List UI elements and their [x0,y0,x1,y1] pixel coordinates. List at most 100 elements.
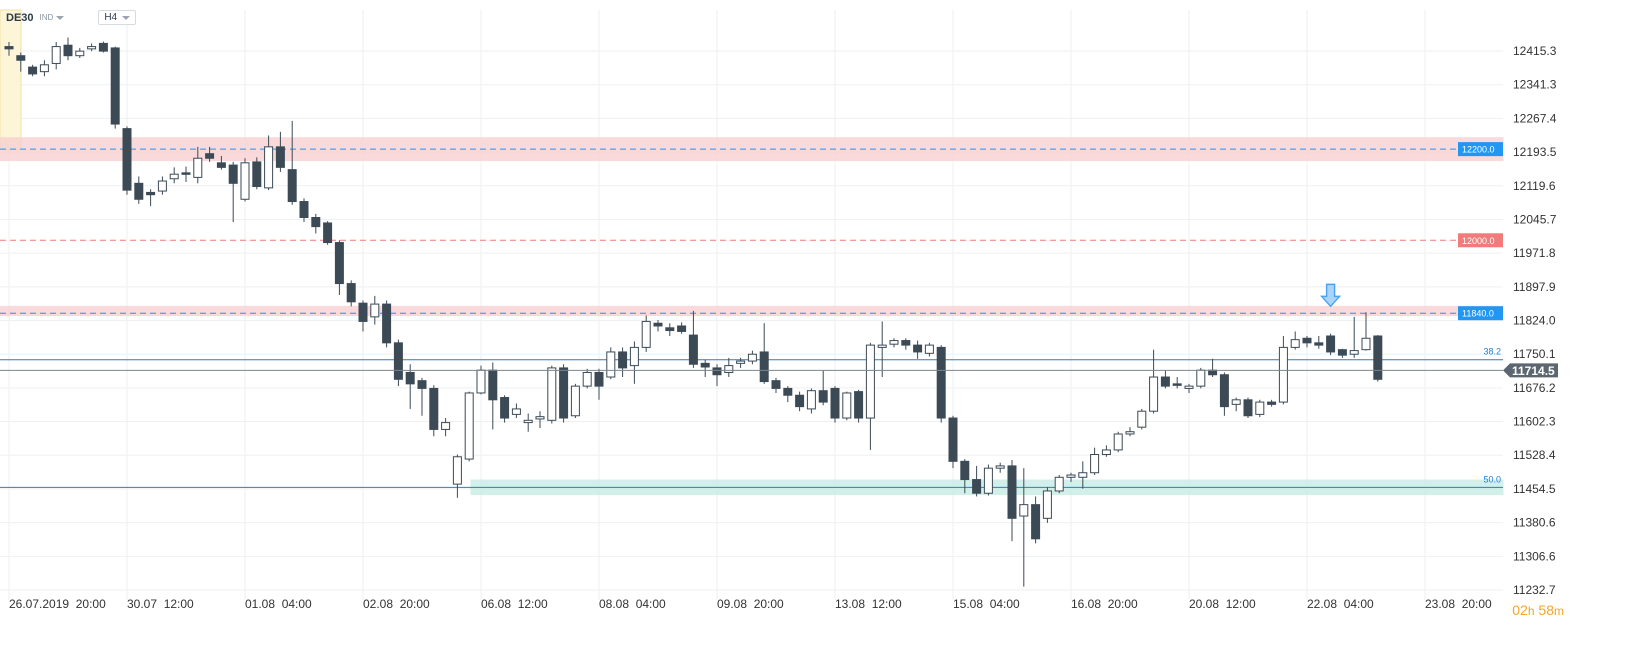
candle-bullish[interactable] [535,416,545,420]
candle-bearish[interactable] [1373,335,1383,380]
candle-bullish[interactable] [452,456,462,485]
candle-bullish[interactable] [523,419,533,424]
candle-bearish[interactable] [901,340,911,346]
candle-bullish[interactable] [157,180,167,192]
candle-bullish[interactable] [1255,401,1265,415]
candle-bearish[interactable] [134,182,144,200]
candle-bullish[interactable] [1066,474,1076,478]
candle-bearish[interactable] [358,302,368,322]
candle-bullish[interactable] [889,340,899,345]
candle-bullish[interactable] [877,344,887,348]
candle-bullish[interactable] [1125,431,1135,435]
candle-bullish[interactable] [582,371,592,387]
timeframe-selector[interactable]: H4 [98,10,137,25]
candle-bullish[interactable] [983,467,993,494]
candle-bearish[interactable] [146,191,156,196]
candle-bearish[interactable] [771,380,781,389]
candle-bearish[interactable] [382,303,392,344]
candle-bearish[interactable] [783,387,793,396]
candle-bullish[interactable] [1184,385,1194,389]
candle-bearish[interactable] [854,391,864,419]
candle-bearish[interactable] [913,344,923,353]
candle-bearish[interactable] [818,390,828,403]
candle-bearish[interactable] [393,342,403,380]
candle-bearish[interactable] [665,327,675,332]
candle-bullish[interactable] [747,353,757,362]
candle-bearish[interactable] [1172,383,1182,386]
candle-bullish[interactable] [1149,376,1159,412]
candle-bearish[interactable] [948,417,958,462]
candle-bullish[interactable] [865,344,875,419]
candle-bullish[interactable] [1101,449,1111,455]
candle-bearish[interactable] [688,334,698,365]
candle-bullish[interactable] [547,367,557,421]
candle-bearish[interactable] [759,351,769,383]
candle-bearish[interactable] [181,172,191,175]
symbol-name[interactable]: DE30 [6,11,34,24]
candle-bullish[interactable] [724,365,734,373]
instrument-type[interactable]: IND [40,13,65,22]
candle-bearish[interactable] [960,460,970,481]
candle-bearish[interactable] [275,146,285,168]
candle-bearish[interactable] [1337,349,1347,356]
candle-bearish[interactable] [417,380,427,389]
candle-bearish[interactable] [1326,335,1336,353]
candle-bullish[interactable] [264,146,274,189]
candle-bearish[interactable] [500,397,510,419]
candle-bearish[interactable] [594,371,604,387]
candle-bullish[interactable] [240,162,250,200]
candle-bearish[interactable] [830,387,840,419]
candle-bullish[interactable] [736,360,746,364]
candle-bullish[interactable] [924,344,934,354]
candle-bearish[interactable] [205,153,215,159]
candle-bearish[interactable] [429,387,439,430]
candle-bearish[interactable] [653,322,663,327]
price-zone[interactable] [0,305,1504,316]
candle-bearish[interactable] [334,242,344,285]
candle-bearish[interactable] [323,222,333,244]
candle-bullish[interactable] [1090,453,1100,474]
candle-bullish[interactable] [464,392,474,460]
alert-price-tag[interactable] [1458,306,1503,321]
candle-bearish[interactable] [63,44,73,57]
candle-bullish[interactable] [641,320,651,348]
candle-bullish[interactable] [1231,399,1241,405]
sell-signal-arrow-icon[interactable] [1320,283,1342,308]
candle-bearish[interactable] [110,47,120,125]
candle-bearish[interactable] [712,367,722,376]
candle-bearish[interactable] [1267,401,1277,405]
candle-bullish[interactable] [441,422,451,430]
candle-bearish[interactable] [677,325,687,332]
candle-bullish[interactable] [995,465,1005,469]
candle-bearish[interactable] [122,128,132,191]
candle-bullish[interactable] [1078,472,1088,478]
candle-bullish[interactable] [1361,337,1371,351]
candle-bearish[interactable] [1302,337,1312,344]
candle-bearish[interactable] [1160,376,1170,387]
candle-bearish[interactable] [252,161,262,188]
candle-bearish[interactable] [700,362,710,368]
candle-bullish[interactable] [193,157,203,178]
candle-bearish[interactable] [1314,342,1324,346]
candle-bullish[interactable] [1196,369,1206,387]
candle-bearish[interactable] [98,42,108,52]
candle-bullish[interactable] [570,385,580,417]
candle-bullish[interactable] [606,351,616,378]
candle-bearish[interactable] [972,479,982,494]
candle-bullish[interactable] [51,46,61,64]
candle-bearish[interactable] [1219,374,1229,408]
candle-bullish[interactable] [1042,490,1052,519]
candle-bullish[interactable] [511,408,521,415]
candle-bearish[interactable] [228,164,238,184]
candle-bullish[interactable] [169,173,179,180]
candle-bullish[interactable] [1054,476,1064,492]
candle-bearish[interactable] [346,283,356,303]
candle-bullish[interactable] [476,369,486,394]
candle-bullish[interactable] [39,64,49,73]
candle-bullish[interactable] [806,390,816,410]
candle-bullish[interactable] [1290,339,1300,348]
candle-bearish[interactable] [1007,465,1017,519]
candle-bearish[interactable] [559,367,569,419]
